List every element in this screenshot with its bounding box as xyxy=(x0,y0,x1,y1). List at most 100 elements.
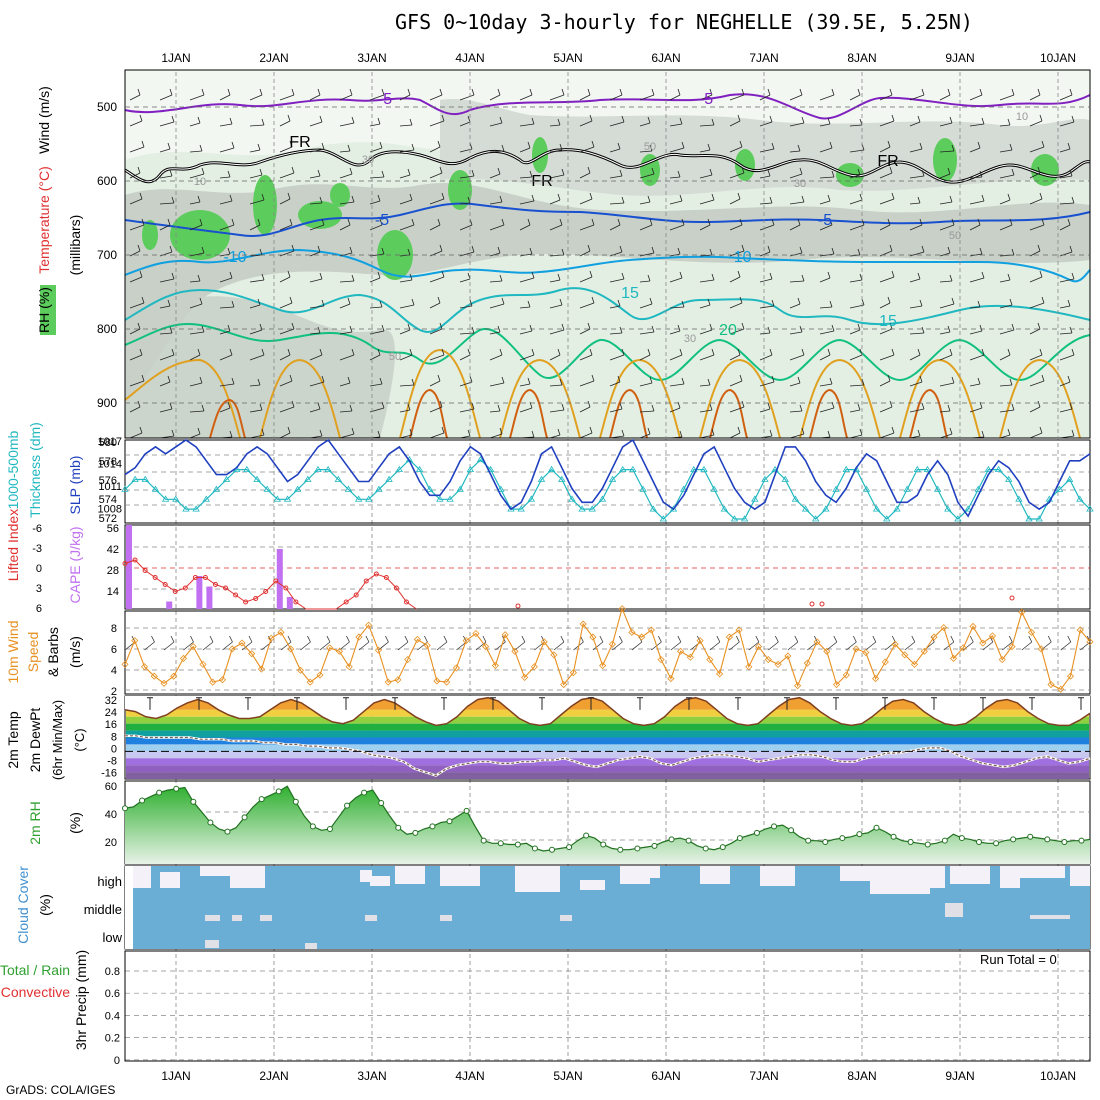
wind-barb-flag xyxy=(287,114,291,122)
wind-barb xyxy=(826,641,838,651)
wind-barb xyxy=(1002,641,1013,651)
wind-barb-flag xyxy=(499,427,503,435)
thickness-point xyxy=(893,505,901,512)
wind10-units: (m/s) xyxy=(67,636,83,668)
wind-speed-point xyxy=(852,645,860,653)
rh2m-point xyxy=(753,829,760,836)
wind-barb-flag xyxy=(587,244,591,252)
wind-barb-flag xyxy=(377,194,381,202)
contour-label: 30 xyxy=(362,154,374,166)
wind-barb xyxy=(219,224,235,231)
cloud-gap xyxy=(232,915,242,921)
cape-label: CAPE (J/kg) xyxy=(67,526,83,603)
thickness-point xyxy=(222,475,231,482)
wind-barb-flag xyxy=(831,247,835,255)
wind-barb-flag xyxy=(137,400,141,408)
wind-barb-flag xyxy=(261,273,265,281)
wind-speed-point xyxy=(979,639,987,647)
wind-barb xyxy=(879,328,893,335)
wind-barb xyxy=(789,354,805,361)
wind-barb-flag xyxy=(769,429,773,437)
wind-speed-point xyxy=(199,660,207,668)
wind-barb-flag xyxy=(1067,635,1072,643)
wind-barb-flag xyxy=(409,273,413,281)
wind-barb xyxy=(399,354,413,361)
wind-barb-flag xyxy=(171,272,175,280)
wind-barb xyxy=(789,280,805,283)
wind-barb xyxy=(309,332,321,335)
wind-barb xyxy=(489,122,503,127)
wind-barb-flag xyxy=(1011,168,1015,176)
wind-barb-flag xyxy=(1037,244,1041,252)
upper-ytick: 900 xyxy=(97,396,117,410)
day-label-bottom: 8JAN xyxy=(847,1069,876,1083)
rh2m-point xyxy=(446,818,453,825)
wind-barb xyxy=(729,641,740,651)
wind-barb xyxy=(768,641,779,651)
wind-barb xyxy=(819,200,831,205)
day-label-top: 4JAN xyxy=(455,51,484,65)
rh-axis-label: RH (%) xyxy=(36,287,52,333)
wind-barb-flag xyxy=(651,246,655,254)
wind-barb xyxy=(1029,94,1041,101)
thickness-point xyxy=(486,465,495,473)
wind-barb-flag xyxy=(857,248,861,256)
wind-barb-flag xyxy=(1008,635,1013,643)
wind-barb-flag xyxy=(317,245,321,253)
wind-barb-flag xyxy=(771,375,775,383)
wind-barb xyxy=(189,354,201,361)
wind-barb xyxy=(999,174,1015,179)
chart-title: GFS 0~10day 3-hourly for NEGHELLE (39.5E… xyxy=(395,10,973,34)
rh2m-point xyxy=(122,805,128,812)
wind-barb xyxy=(519,224,531,231)
wind-barb-flag xyxy=(767,88,771,96)
wind-barb xyxy=(909,202,921,205)
wind-barb xyxy=(909,332,925,335)
wind-barb-flag xyxy=(889,244,893,252)
wind-barb xyxy=(759,121,773,127)
wind-barb xyxy=(939,173,951,179)
wind-barb-flag xyxy=(801,274,805,282)
wind-barb-flag xyxy=(411,378,415,386)
wind-barb-flag xyxy=(797,297,801,305)
precip-convective-label: Convective xyxy=(1,984,70,1000)
wind-speed-point xyxy=(823,647,831,655)
lifted-index-point xyxy=(809,601,815,607)
wind-barb-flag xyxy=(1069,402,1073,410)
wind-barb xyxy=(459,121,471,127)
wind-barb-flag xyxy=(561,403,565,411)
wind-speed-point xyxy=(394,676,402,684)
cloud-units: (%) xyxy=(37,894,53,916)
wind-barb-flag xyxy=(137,88,141,96)
wind-barb-flag xyxy=(919,218,923,226)
wind-barb-flag xyxy=(769,348,773,356)
thickness-point xyxy=(1076,495,1084,502)
wind-speed-point xyxy=(511,647,519,655)
wind-barb xyxy=(879,302,891,309)
wind-barb xyxy=(939,382,955,387)
wind-barb-flag xyxy=(1071,429,1075,437)
lifted-index-point xyxy=(202,575,208,580)
wind-barb-flag xyxy=(621,196,625,204)
wind-speed-point xyxy=(131,637,139,645)
wind-barb xyxy=(183,641,194,651)
wind-barb-flag xyxy=(872,635,877,643)
wind-barb-flag xyxy=(919,299,923,307)
wind-barb-flag xyxy=(707,218,711,226)
wind-barb-flag xyxy=(891,426,895,434)
wind-barb-flag xyxy=(799,246,803,254)
wind-barb-flag xyxy=(321,375,325,383)
wind-barb xyxy=(399,279,413,283)
wind-barb-flag xyxy=(411,218,415,226)
cloud-gap xyxy=(200,866,230,876)
wind-barb-flag xyxy=(529,88,533,96)
temp-contour-30-darkorange xyxy=(209,388,948,439)
lifted-index-point xyxy=(182,585,188,591)
wind-barb xyxy=(789,173,803,179)
wind-barb-flag xyxy=(1009,218,1013,226)
wind-barb xyxy=(639,150,653,153)
wind10-plot xyxy=(121,605,1094,693)
wind-barb xyxy=(639,354,651,361)
wind-barb xyxy=(789,224,801,231)
wind-barb-flag xyxy=(199,218,203,226)
